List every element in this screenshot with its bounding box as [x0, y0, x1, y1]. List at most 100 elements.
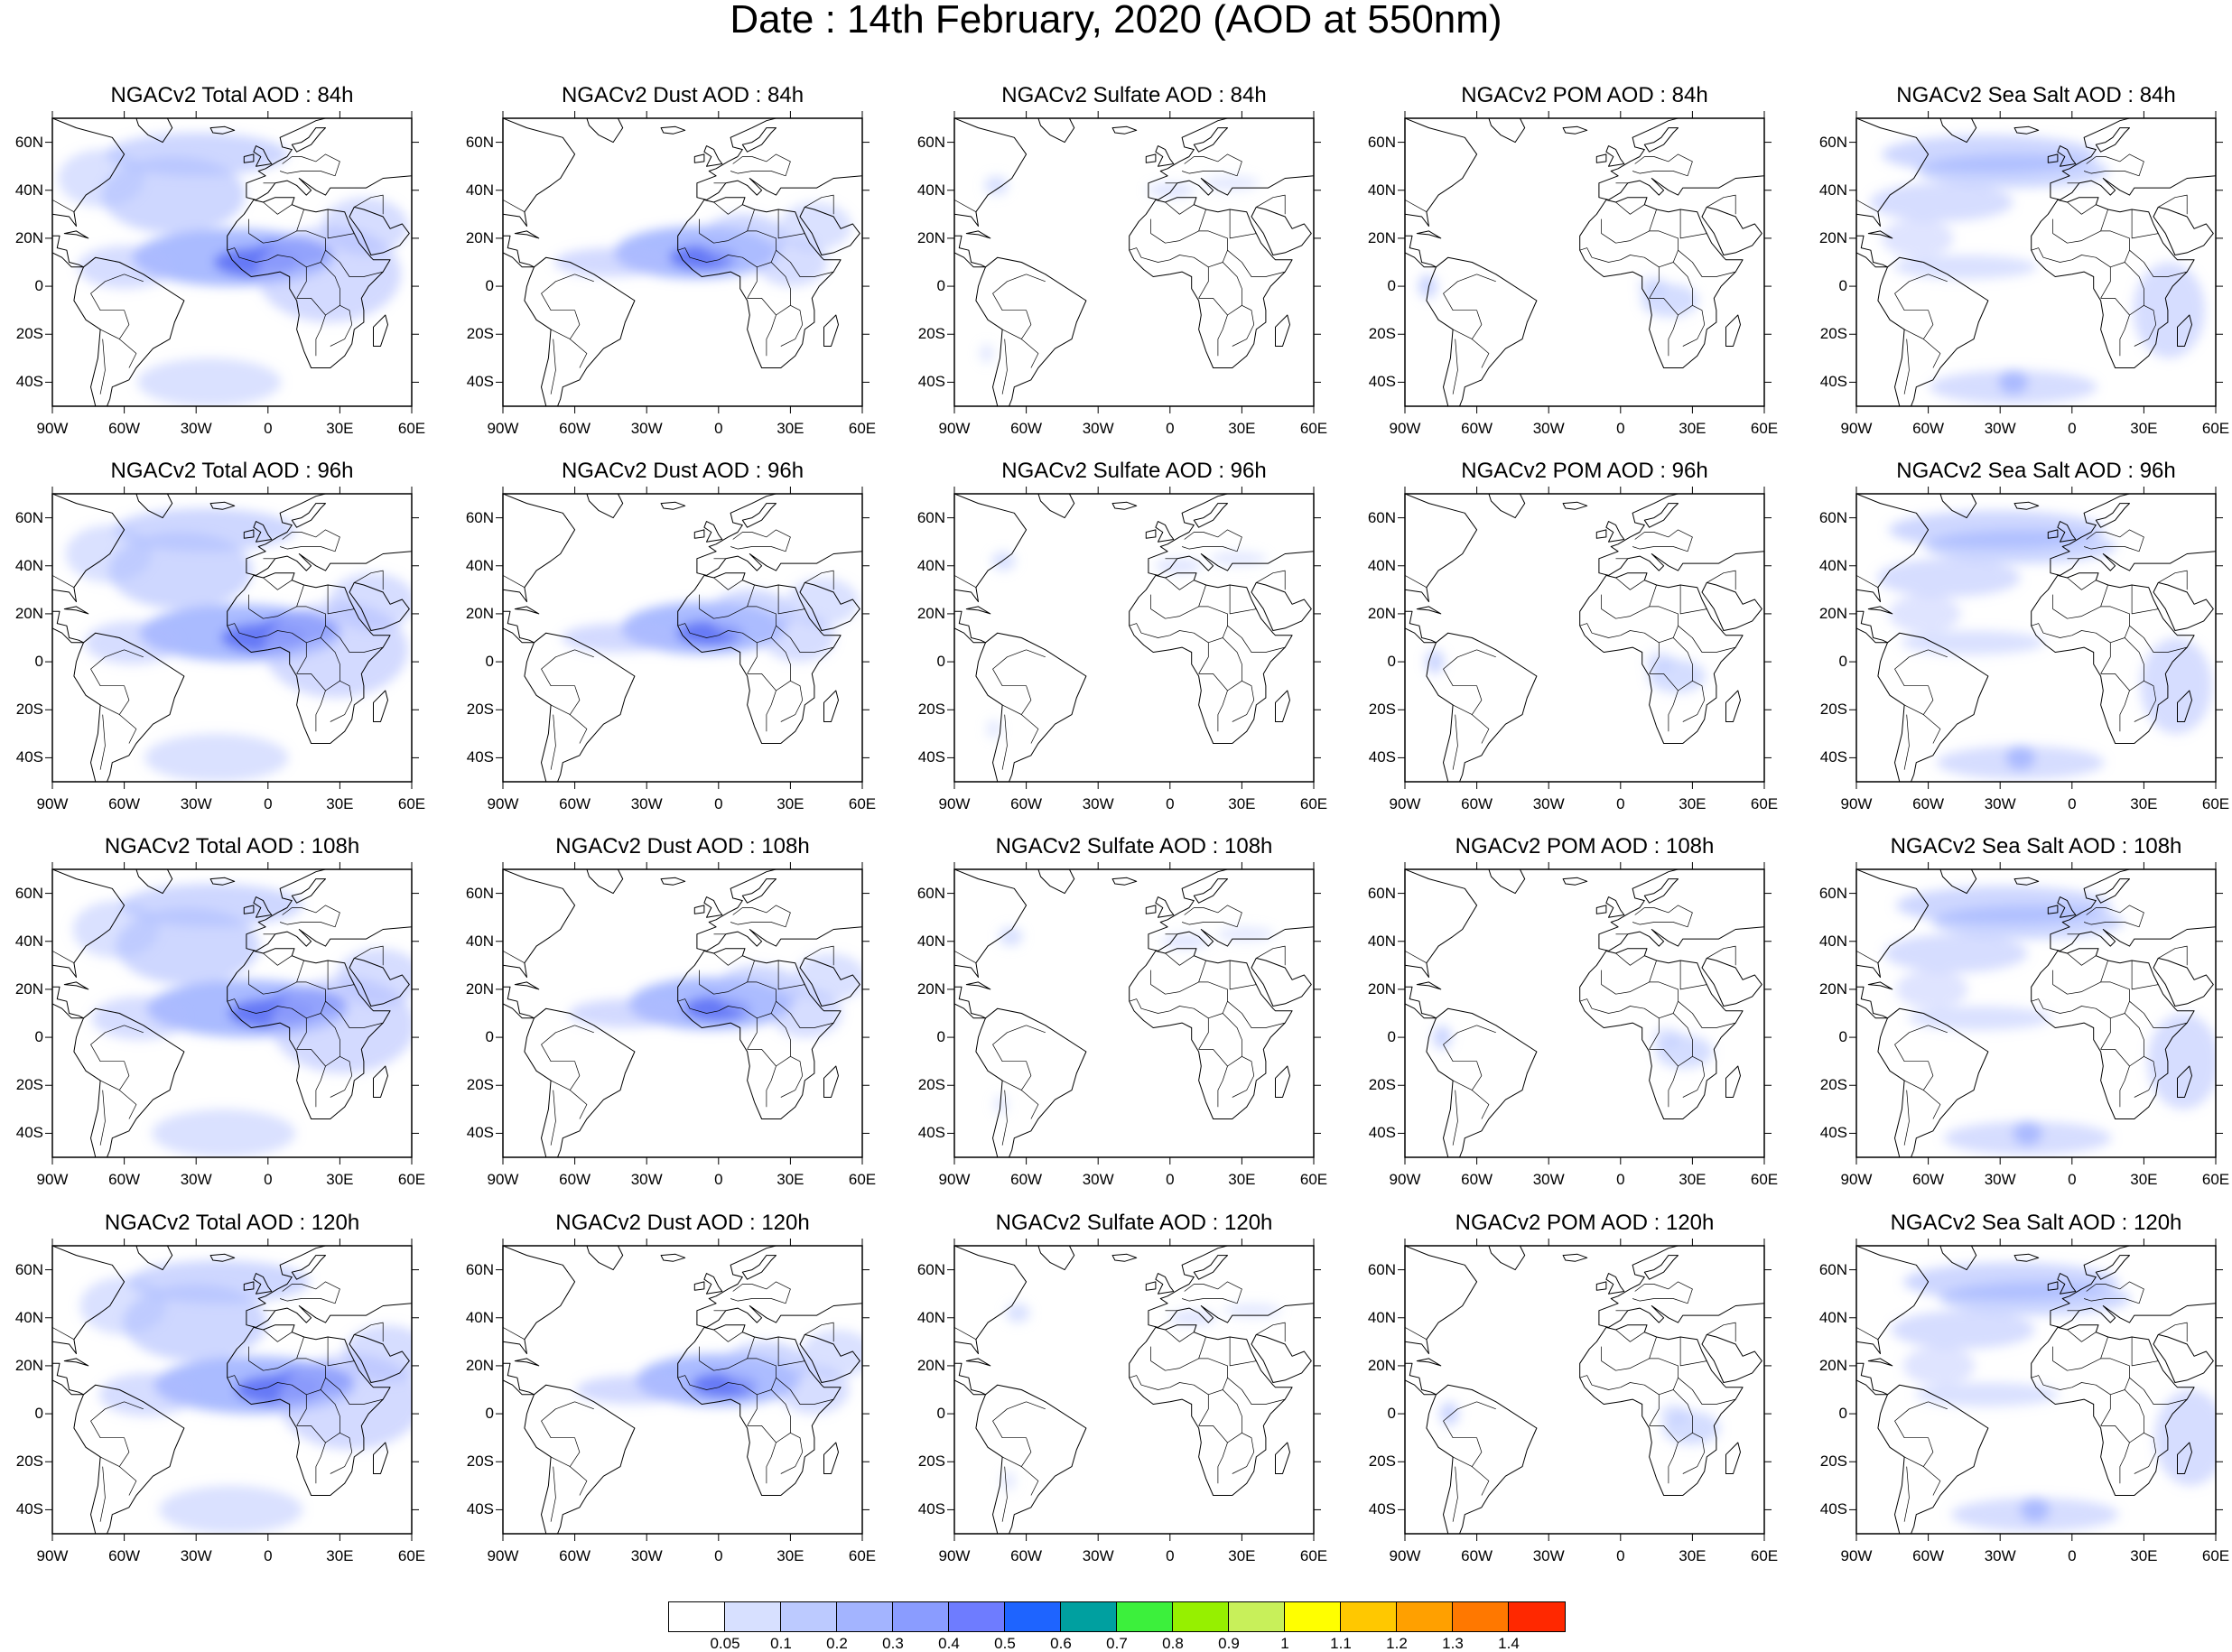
aod-map: [45, 862, 419, 1165]
lat-label: 40S: [1819, 1124, 1847, 1142]
lon-label: 0: [2068, 795, 2077, 812]
aerosol-plume: [999, 926, 1023, 946]
lat-label: 20N: [1818, 1356, 1847, 1374]
lat-label: 20S: [466, 325, 494, 343]
aerosol-plume: [1161, 933, 1210, 949]
aerosol-plume: [575, 1375, 692, 1405]
lon-label: 60E: [2201, 420, 2230, 437]
lat-label: 60N: [465, 133, 494, 151]
lat-label: 40S: [466, 373, 494, 391]
lat-label: 40N: [14, 1308, 43, 1326]
lat-label: 60N: [1818, 508, 1847, 526]
lat-label: 40S: [917, 373, 945, 391]
lon-label: 0: [1166, 1171, 1175, 1188]
lat-label: 40S: [15, 1124, 43, 1142]
lat-label: 20S: [466, 1076, 494, 1094]
lat-label: 40S: [466, 1500, 494, 1518]
map-panel-dust-2: NGACv2 Dust AOD : 96h 60N 40N 20N 0 20S 40S 90W…: [451, 458, 898, 833]
lon-label: 30W: [630, 795, 663, 812]
lat-label: 40N: [916, 932, 945, 950]
lat-label: 40S: [15, 373, 43, 391]
aerosol-plume: [786, 578, 859, 626]
lon-label: 60E: [2201, 1547, 2230, 1564]
aerosol-plume: [1931, 905, 2124, 940]
lon-label: 60W: [559, 1547, 591, 1564]
lat-label: 20N: [465, 979, 494, 998]
aod-map: [1849, 1239, 2223, 1541]
lat-label: 40S: [1819, 1500, 1847, 1518]
aerosol-plume: [144, 733, 289, 782]
colorbar-swatch: [1285, 1602, 1341, 1631]
coastlines: [1856, 118, 2216, 406]
lon-label: 30W: [630, 1171, 663, 1188]
aerosol-plume: [2140, 637, 2212, 734]
lat-label: 20N: [916, 604, 945, 622]
lat-label: 20S: [1368, 1452, 1396, 1471]
lat-label: 20S: [15, 701, 43, 719]
aerosol-plume: [1645, 652, 1675, 672]
aerosol-plume: [991, 551, 1016, 571]
aerosol-plume: [1223, 1303, 1282, 1318]
aerosol-plume: [779, 202, 852, 251]
colorbar-swatch: [1117, 1602, 1173, 1631]
colorbar-swatch: [781, 1602, 837, 1631]
aerosol-plume: [2147, 1013, 2216, 1109]
lat-label: 20N: [1818, 604, 1847, 622]
aerosol-plume: [984, 175, 1009, 195]
aerosol-plume: [2005, 746, 2035, 770]
coastlines: [954, 1246, 1314, 1534]
lon-label: 30E: [2130, 1171, 2158, 1188]
lat-label: 40S: [1368, 1500, 1396, 1518]
aerosol-plume: [1432, 1025, 1452, 1050]
map-panel-pom-2: NGACv2 POM AOD : 96h 60N 40N 20N 0 20S 40S 90W 6…: [1353, 458, 1800, 833]
aerosol-plume: [106, 133, 289, 176]
lon-label: 30W: [630, 420, 663, 437]
lon-label: 90W: [36, 795, 69, 812]
lon-label: 30E: [1228, 795, 1256, 812]
lat-label: 20S: [1368, 1076, 1396, 1094]
colorbar-swatch: [1061, 1602, 1117, 1631]
lat-label: 20N: [14, 979, 43, 998]
lat-label: 60N: [1818, 1260, 1847, 1278]
lon-label: 30W: [1082, 420, 1114, 437]
panel-title: NGACv2 Dust AOD : 84h: [561, 83, 804, 107]
lat-label: 20N: [1367, 1356, 1396, 1374]
aerosol-plume: [1652, 1027, 1682, 1047]
panel-title: NGACv2 POM AOD : 120h: [1455, 1211, 1715, 1235]
lat-label: 40S: [466, 748, 494, 766]
coastlines: [1405, 869, 1764, 1157]
lon-label: 90W: [36, 1171, 69, 1188]
aod-map: [1849, 111, 2223, 413]
lon-label: 60E: [848, 1171, 877, 1188]
lat-label: 20N: [916, 979, 945, 998]
aod-map: [947, 487, 1321, 789]
lat-label: 60N: [14, 133, 43, 151]
lon-label: 0: [1166, 1547, 1175, 1564]
lon-label: 0: [2068, 420, 2077, 437]
lat-label: 20S: [917, 1076, 945, 1094]
aerosol-plume: [77, 245, 173, 289]
lat-label: 20N: [14, 1356, 43, 1374]
aod-map: [45, 111, 419, 413]
lon-label: 90W: [938, 795, 971, 812]
lon-label: 0: [2068, 1547, 2077, 1564]
aerosol-plume: [1216, 926, 1275, 942]
lon-label: 60W: [559, 1171, 591, 1188]
colorbar-swatch: [1453, 1602, 1509, 1631]
lat-label: 0: [34, 1405, 43, 1423]
lon-label: 30W: [180, 1171, 212, 1188]
panel-title: NGACv2 Total AOD : 96h: [110, 459, 354, 483]
coastlines: [954, 118, 1314, 406]
map-panel-seasalt-4: NGACv2 Sea Salt AOD : 120h 60N 40N 20N 0 20S 4…: [1804, 1210, 2232, 1585]
lon-label: 30E: [1228, 420, 1256, 437]
map-panel-seasalt-2: NGACv2 Sea Salt AOD : 96h 60N 40N 20N 0 20S 40…: [1804, 458, 2232, 833]
lon-label: 0: [264, 1171, 273, 1188]
colorbar-label: 1.2: [1386, 1635, 1408, 1652]
lon-label: 90W: [487, 420, 519, 437]
lat-label: 0: [1838, 653, 1847, 671]
lon-label: 90W: [487, 795, 519, 812]
lat-label: 40N: [14, 181, 43, 199]
aerosol-plume: [336, 948, 412, 1007]
lon-label: 30W: [1532, 795, 1565, 812]
coastlines: [1405, 1246, 1764, 1534]
